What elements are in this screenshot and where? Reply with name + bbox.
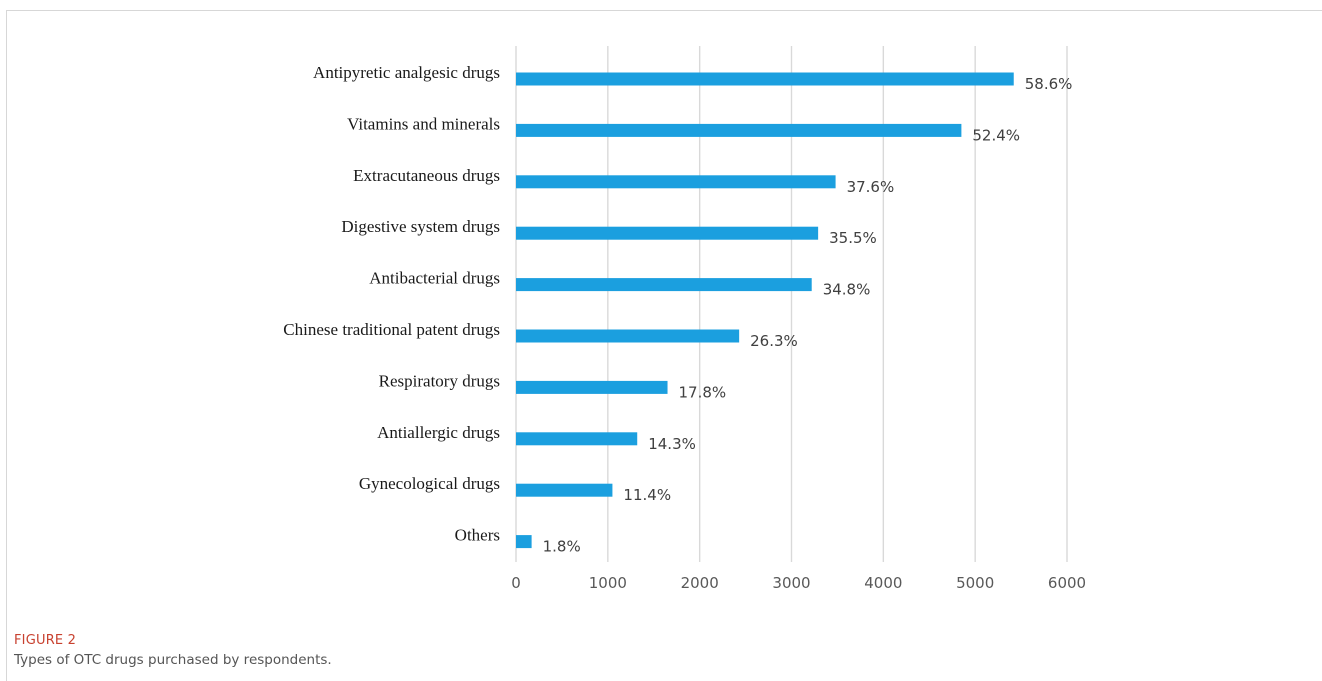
bar-chart: 0 1000 2000 3000 4000 5000 6000 Antipyretic ana… [0,0,1322,630]
bar [516,535,532,548]
category-label: Extracutaneous drugs [353,166,500,185]
x-tick-label: 4000 [864,574,902,592]
x-tick-label: 1000 [589,574,627,592]
data-label: 26.3% [750,332,798,350]
x-tick-label: 0 [511,574,521,592]
bar [516,227,818,240]
x-tick-label: 2000 [681,574,719,592]
bar-layer [516,73,1014,549]
category-label: Chinese traditional patent drugs [283,320,500,339]
category-label: Antiallergic drugs [377,423,500,442]
category-label: Antibacterial drugs [369,269,500,288]
bar [516,484,612,497]
data-label: 58.6% [1025,75,1073,93]
bar [516,124,961,137]
x-tick-label: 6000 [1048,574,1086,592]
x-tick-label: 3000 [772,574,810,592]
data-label: 35.5% [829,229,877,247]
bar [516,330,739,343]
category-label: Respiratory drugs [379,371,500,390]
data-label: 14.3% [648,435,696,453]
label-layer: 0 1000 2000 3000 4000 5000 6000 Antipyretic ana… [283,63,1086,592]
bar [516,73,1014,86]
category-label: Vitamins and minerals [347,114,500,133]
figure-label: FIGURE 2 [14,633,76,648]
bar [516,432,637,445]
data-label: 37.6% [847,178,895,196]
category-label: Gynecological drugs [359,474,500,493]
category-label: Digestive system drugs [341,217,500,236]
data-label: 52.4% [972,126,1020,144]
category-label: Others [455,526,500,545]
bar [516,175,836,188]
bar [516,381,668,394]
x-tick-label: 5000 [956,574,994,592]
data-label: 11.4% [623,486,671,504]
figure-caption: Types of OTC drugs purchased by responde… [14,652,332,668]
category-label: Antipyretic analgesic drugs [313,63,500,82]
data-label: 34.8% [823,281,871,299]
data-label: 1.8% [543,538,581,556]
data-label: 17.8% [679,383,727,401]
bar [516,278,812,291]
